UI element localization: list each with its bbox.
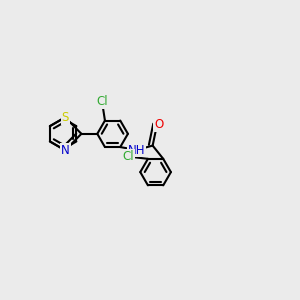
Text: NH: NH: [128, 143, 145, 157]
Text: S: S: [61, 111, 69, 124]
Text: Cl: Cl: [122, 150, 134, 163]
Text: N: N: [61, 144, 70, 157]
Text: Cl: Cl: [96, 95, 108, 108]
Text: O: O: [154, 118, 163, 131]
